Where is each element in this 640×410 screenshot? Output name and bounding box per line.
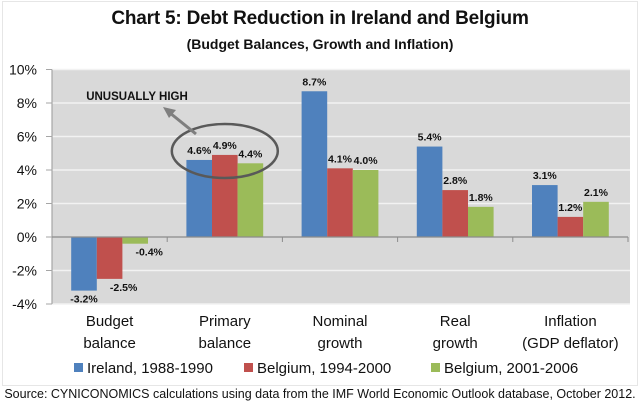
category-label: Budget [86,313,134,330]
data-label: 3.1% [533,170,558,182]
chart-frame [2,1,638,386]
legend-swatch [431,363,440,372]
category-label: balance [83,335,136,352]
annotation-ellipse [170,122,280,180]
bar [71,237,97,291]
bar [96,237,123,279]
data-label: 5.4% [418,132,443,144]
bar [301,91,328,238]
data-label: 4.1% [328,153,353,165]
legend-swatch [74,363,83,372]
legend-label: Belgium, 2001-2006 [444,360,578,377]
y-tick-label: -4% [12,296,37,312]
legend-swatch [244,363,253,372]
category-label: balance [199,335,252,352]
category-label: (GDP deflator) [522,335,618,352]
bar [442,190,468,237]
data-label: 2.8% [443,175,468,187]
category-label: Real [440,313,471,330]
y-tick-label: 2% [17,196,37,212]
bar [557,216,584,237]
annotation-text: UNUSUALLY HIGH [86,91,188,103]
data-label: -0.4% [135,247,163,259]
category-label: Primary [199,313,251,330]
legend-label: Ireland, 1988-1990 [87,360,213,377]
source-note: Source: CYNICONOMICS calculations using … [4,387,636,401]
data-label: -2.5% [110,282,138,294]
bar [532,185,558,237]
bar [212,154,238,237]
bar [468,206,494,237]
data-label: 2.1% [584,187,609,199]
y-tick-label: 8% [17,95,37,111]
y-tick-label: 6% [17,129,37,145]
bar [583,201,609,237]
data-label: 4.0% [354,155,379,167]
y-tick-label: 4% [17,162,37,178]
bar [352,170,379,237]
annotation-arrowhead [163,107,176,118]
data-label: -3.2% [70,294,98,306]
bar [122,237,148,244]
data-label: 8.7% [302,76,327,88]
category-label: Inflation [544,313,597,330]
annotation-arrow-line [169,111,197,136]
bar [327,168,353,237]
chart-subtitle: (Budget Balances, Growth and Inflation) [186,36,454,52]
legend-label: Belgium, 1994-2000 [257,360,391,377]
chart-title: Chart 5: Debt Reduction in Ireland and B… [111,8,529,29]
y-tick-label: -2% [12,263,37,279]
y-tick-label: 10% [9,62,37,78]
category-label: growth [317,335,362,352]
y-tick-label: 0% [17,229,37,245]
data-label: 1.8% [469,192,494,204]
category-label: growth [433,335,478,352]
data-label: 4.9% [213,140,238,152]
data-label: 4.4% [238,148,263,160]
category-label: Nominal [312,313,367,330]
data-label: 4.6% [187,145,212,157]
bar [416,146,443,237]
data-label: 1.2% [558,202,583,214]
